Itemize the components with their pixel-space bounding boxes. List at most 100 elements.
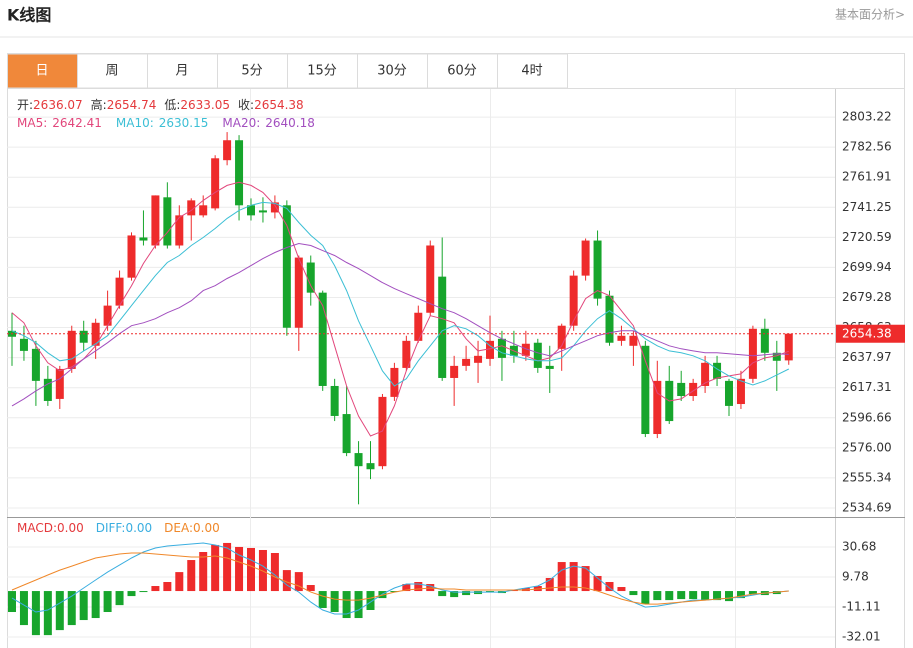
macd-bar: [330, 591, 339, 613]
candle-body: [366, 463, 375, 470]
tab-label[interactable]: 月: [175, 64, 188, 79]
tab-label[interactable]: 周: [105, 64, 118, 79]
macd-line-value: 0.00: [193, 521, 220, 535]
macd-bar: [629, 591, 638, 596]
macd-bar: [402, 584, 411, 592]
ohlc-label: 高:: [91, 97, 107, 112]
macd-bar: [79, 591, 88, 621]
tab[interactable]: [7, 53, 78, 89]
macd-bar: [593, 575, 602, 592]
ohlc-value: 2654.38: [254, 98, 304, 112]
y-tick-label: 9.78: [842, 570, 869, 584]
candle-body: [474, 355, 483, 363]
candle-body: [342, 414, 351, 454]
y-tick-label: 2782.56: [842, 140, 892, 154]
macd-bar: [163, 582, 172, 592]
macd-bar: [748, 591, 757, 595]
macd-bar: [557, 562, 566, 592]
tab-label[interactable]: 60分: [447, 64, 477, 79]
ma-value: 2640.18: [265, 116, 315, 130]
macd-legend: MACD:0.00 DIFF:0.00 DEA:0.00: [17, 521, 220, 535]
macd-bar: [247, 547, 255, 592]
candle-body: [390, 367, 399, 397]
candle-body: [199, 205, 208, 216]
ohlc-label: 开:: [17, 98, 33, 112]
macd-line: [11, 552, 789, 605]
macd-bar: [665, 591, 674, 601]
macd-bar: [115, 591, 124, 606]
candle-body: [127, 235, 136, 278]
macd-bar: [713, 591, 722, 601]
ohlc-label: 收:: [238, 98, 254, 112]
candle-body: [258, 210, 267, 213]
tab-label[interactable]: 5分: [241, 64, 262, 79]
tab[interactable]: [147, 53, 218, 89]
y-tick-label: 2555.34: [842, 470, 892, 484]
ohlc-value: 2636.07: [33, 98, 83, 112]
macd-bar: [67, 591, 76, 626]
candle-body: [581, 240, 590, 276]
macd-bar: [450, 591, 459, 598]
y-tick-label: 2720.59: [842, 230, 892, 244]
candle-body: [282, 205, 291, 328]
macd-bar: [127, 591, 136, 597]
macd-bar: [199, 551, 208, 592]
ohlc-label: 低:: [164, 98, 180, 112]
y-tick-label: 2576.00: [842, 440, 892, 454]
candle-body: [641, 345, 650, 435]
tab-label[interactable]: 4时: [521, 64, 542, 79]
macd-bar: [736, 591, 745, 599]
macd-bar: [545, 577, 554, 592]
y-tick-label: 2741.25: [842, 200, 892, 214]
macd-bar: [270, 553, 279, 592]
candle-body: [689, 382, 698, 397]
candle-body: [318, 292, 327, 386]
macd-bar: [139, 591, 148, 593]
y-tick-label: 2761.91: [842, 170, 892, 184]
macd-bar: [414, 582, 423, 592]
tab-label[interactable]: 日: [35, 64, 48, 79]
candle-body: [677, 382, 686, 397]
ma-line: [11, 201, 790, 387]
candle-body: [736, 378, 745, 405]
candle-body: [115, 277, 124, 306]
macd-bar: [294, 572, 303, 592]
macd-bar: [641, 591, 650, 605]
macd-bar: [617, 587, 626, 592]
tab-label[interactable]: 30分: [377, 64, 407, 79]
candle-body: [414, 312, 423, 341]
macd-bar: [486, 591, 494, 593]
page-title: K线图: [7, 6, 51, 25]
macd-bar: [235, 546, 244, 592]
macd-bar: [151, 586, 160, 592]
ma-line: [11, 181, 789, 437]
macd-bar: [19, 591, 28, 626]
tab-label[interactable]: 15分: [307, 64, 337, 79]
macd-bar: [366, 591, 375, 610]
chart-frame: [7, 53, 905, 648]
ma-value: 2642.41: [52, 116, 102, 130]
fundamental-link[interactable]: 基本面分析>: [835, 8, 905, 22]
ohlc-legend: 开:2636.07 高:2654.74 低:2633.05 收:2654.38: [17, 97, 304, 112]
macd-bar: [569, 562, 578, 592]
candle-body: [486, 340, 494, 359]
candle-body: [450, 365, 459, 378]
ma-value: 2630.15: [159, 116, 209, 130]
tab[interactable]: [287, 53, 358, 89]
macd-bar: [318, 591, 327, 608]
tab[interactable]: [77, 53, 148, 89]
candle-body: [713, 362, 722, 379]
candle-body: [617, 335, 626, 341]
candle-body: [67, 330, 76, 369]
tab[interactable]: [497, 53, 568, 89]
candle-body: [19, 338, 28, 351]
candle-body: [43, 378, 52, 401]
tab[interactable]: [357, 53, 428, 89]
tab[interactable]: [217, 53, 288, 89]
candle-body: [545, 365, 554, 369]
macd-bar: [8, 591, 16, 613]
candle-body: [354, 453, 363, 467]
macd-bar: [306, 585, 315, 592]
candle-body: [426, 245, 435, 313]
ma-line: [11, 242, 789, 407]
